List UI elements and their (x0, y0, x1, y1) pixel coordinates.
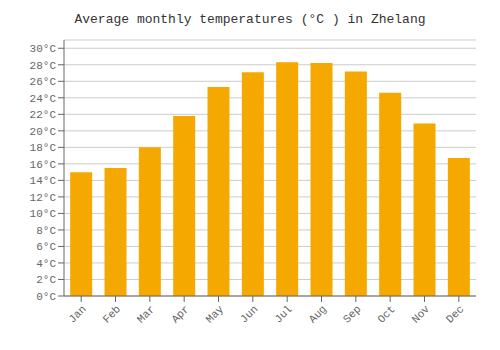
svg-text:28°C: 28°C (30, 60, 57, 72)
svg-text:30°C: 30°C (30, 43, 57, 55)
svg-text:May: May (204, 303, 227, 326)
svg-text:Jun: Jun (238, 303, 260, 325)
svg-text:26°C: 26°C (30, 76, 57, 88)
svg-text:Mar: Mar (135, 303, 157, 325)
svg-text:Nov: Nov (410, 303, 433, 326)
svg-text:6°C: 6°C (36, 241, 56, 253)
svg-text:Aug: Aug (307, 303, 329, 325)
svg-text:12°C: 12°C (30, 192, 57, 204)
svg-text:Sep: Sep (341, 303, 363, 325)
svg-text:Apr: Apr (169, 303, 191, 325)
svg-text:20°C: 20°C (30, 126, 57, 138)
svg-text:Jan: Jan (66, 303, 88, 325)
svg-text:Jul: Jul (272, 303, 294, 325)
svg-text:Dec: Dec (444, 303, 466, 325)
html-text:Average monthly temperatures (: Average monthly temperatures (°C ) in Zh… (74, 12, 426, 27)
svg-text:2°C: 2°C (36, 274, 56, 286)
svg-text:18°C: 18°C (30, 142, 57, 154)
svg-text:16°C: 16°C (30, 159, 57, 171)
svg-text:10°C: 10°C (30, 208, 57, 220)
svg-text:0°C: 0°C (36, 291, 56, 303)
svg-text:14°C: 14°C (30, 175, 57, 187)
svg-text:4°C: 4°C (36, 258, 56, 270)
svg-text:24°C: 24°C (30, 93, 57, 105)
svg-text:22°C: 22°C (30, 109, 57, 121)
svg-text:Oct: Oct (375, 303, 397, 325)
svg-text:8°C: 8°C (36, 225, 56, 237)
svg-text:Feb: Feb (101, 303, 123, 325)
